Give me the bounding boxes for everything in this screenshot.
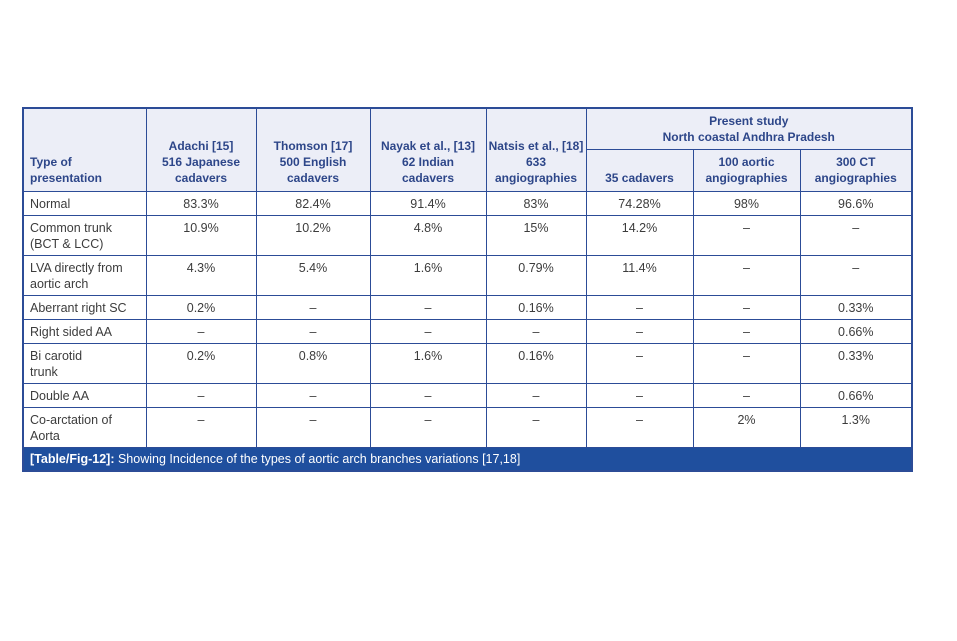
cell-value: 10.9%: [145, 214, 257, 256]
cell-value: 96.6%: [799, 190, 913, 216]
cell-value: 0.16%: [485, 294, 587, 320]
cell-value: 83%: [485, 190, 587, 216]
cell-value: 83.3%: [145, 190, 257, 216]
cell-value: –: [692, 318, 801, 344]
cell-value: 91.4%: [369, 190, 487, 216]
cell-value: 10.2%: [255, 214, 371, 256]
cell-value: –: [369, 382, 487, 408]
cell-value: –: [692, 214, 801, 256]
cell-value: –: [369, 294, 487, 320]
table-row-lva-directly: LVA directly from aortic arch 4.3% 5.4% …: [22, 254, 913, 296]
table-row-bi-carotid-trunk: Bi carotid trunk 0.2% 0.8% 1.6% 0.16% – …: [22, 342, 913, 384]
cell-value: –: [485, 406, 587, 448]
table-row-right-sided-aa: Right sided AA – – – – – – 0.66%: [22, 318, 913, 344]
cell-value: 82.4%: [255, 190, 371, 216]
cell-value: 98%: [692, 190, 801, 216]
aortic-arch-variations-table: Type of presentation Adachi [15] 516 Jap…: [22, 107, 914, 472]
col-header-adachi: Adachi [15] 516 Japanese cadavers: [145, 107, 257, 192]
cell-value: –: [255, 406, 371, 448]
cell-value: –: [145, 318, 257, 344]
col-header-thomson: Thomson [17] 500 English cadavers: [255, 107, 371, 192]
cell-value: –: [145, 406, 257, 448]
subcol-header-300-ct-angiographies: 300 CT angiographies: [799, 148, 913, 192]
table-caption-bar: [Table/Fig-12]: Showing Incidence of the…: [22, 446, 913, 471]
cell-value: 0.33%: [799, 294, 913, 320]
caption-row: [Table/Fig-12]: Showing Incidence of the…: [22, 446, 913, 471]
col-header-natsis: Natsis et al., [18] 633 angiographies: [485, 107, 587, 192]
col-header-type-of-presentation: Type of presentation: [22, 107, 147, 192]
header-row-top: Type of presentation Adachi [15] 516 Jap…: [22, 107, 913, 192]
row-label: Normal: [22, 190, 147, 216]
cell-value: 15%: [485, 214, 587, 256]
col-header-nayak: Nayak et al., [13] 62 Indian cadavers: [369, 107, 487, 192]
caption-tag: [Table/Fig-12]:: [30, 451, 115, 466]
cell-value: 0.79%: [485, 254, 587, 296]
table-row-co-arctation: Co-arctation of Aorta – – – – – 2% 1.3%: [22, 406, 913, 448]
cell-value: –: [369, 318, 487, 344]
header-row-sub: 35 cadavers 100 aortic angiographies 300…: [23, 148, 913, 192]
table-row-double-aa: Double AA – – – – – – 0.66%: [22, 382, 913, 408]
cell-value: 0.2%: [145, 342, 257, 384]
cell-value: 1.6%: [369, 342, 487, 384]
row-label: Double AA: [22, 382, 147, 408]
cell-value: –: [145, 382, 257, 408]
cell-value: –: [692, 342, 801, 384]
cell-value: –: [255, 382, 371, 408]
cell-value: 11.4%: [585, 254, 694, 296]
cell-value: 14.2%: [585, 214, 694, 256]
cell-value: 4.3%: [145, 254, 257, 296]
cell-value: –: [255, 294, 371, 320]
cell-value: –: [692, 254, 801, 296]
cell-value: 1.6%: [369, 254, 487, 296]
group-header-present-study: Present study North coastal Andhra Prade…: [585, 107, 913, 150]
cell-value: –: [692, 294, 801, 320]
row-label: Right sided AA: [22, 318, 147, 344]
cell-value: 0.66%: [799, 382, 913, 408]
cell-value: 0.66%: [799, 318, 913, 344]
row-label: Co-arctation of Aorta: [22, 406, 147, 448]
cell-value: 2%: [692, 406, 801, 448]
cell-value: 1.3%: [799, 406, 913, 448]
cell-value: 0.33%: [799, 342, 913, 384]
cell-value: –: [485, 382, 587, 408]
cell-value: –: [799, 254, 913, 296]
row-label: Bi carotid trunk: [22, 342, 147, 384]
subcol-header-35-cadavers: 35 cadavers: [585, 148, 694, 192]
subcol-header-100-aortic-angiographies: 100 aortic angiographies: [692, 148, 801, 192]
cell-value: 0.8%: [255, 342, 371, 384]
cell-value: –: [585, 382, 694, 408]
table-row-normal: Normal 83.3% 82.4% 91.4% 83% 74.28% 98% …: [22, 190, 913, 216]
caption-text: Showing Incidence of the types of aortic…: [114, 451, 521, 466]
cell-value: –: [585, 294, 694, 320]
cell-value: –: [585, 318, 694, 344]
cell-value: –: [369, 406, 487, 448]
table-row-aberrant-right-sc: Aberrant right SC 0.2% – – 0.16% – – 0.3…: [22, 294, 913, 320]
cell-value: 5.4%: [255, 254, 371, 296]
row-label: Aberrant right SC: [22, 294, 147, 320]
table-row-common-trunk: Common trunk (BCT & LCC) 10.9% 10.2% 4.8…: [22, 214, 913, 256]
row-label: LVA directly from aortic arch: [22, 254, 147, 296]
cell-value: –: [255, 318, 371, 344]
cell-value: –: [585, 406, 694, 448]
cell-value: –: [485, 318, 587, 344]
figure-table-container: Type of presentation Adachi [15] 516 Jap…: [22, 107, 914, 472]
cell-value: 0.16%: [485, 342, 587, 384]
cell-value: –: [585, 342, 694, 384]
cell-value: 74.28%: [585, 190, 694, 216]
cell-value: –: [799, 214, 913, 256]
row-label: Common trunk (BCT & LCC): [22, 214, 147, 256]
cell-value: 4.8%: [369, 214, 487, 256]
cell-value: 0.2%: [145, 294, 257, 320]
cell-value: –: [692, 382, 801, 408]
